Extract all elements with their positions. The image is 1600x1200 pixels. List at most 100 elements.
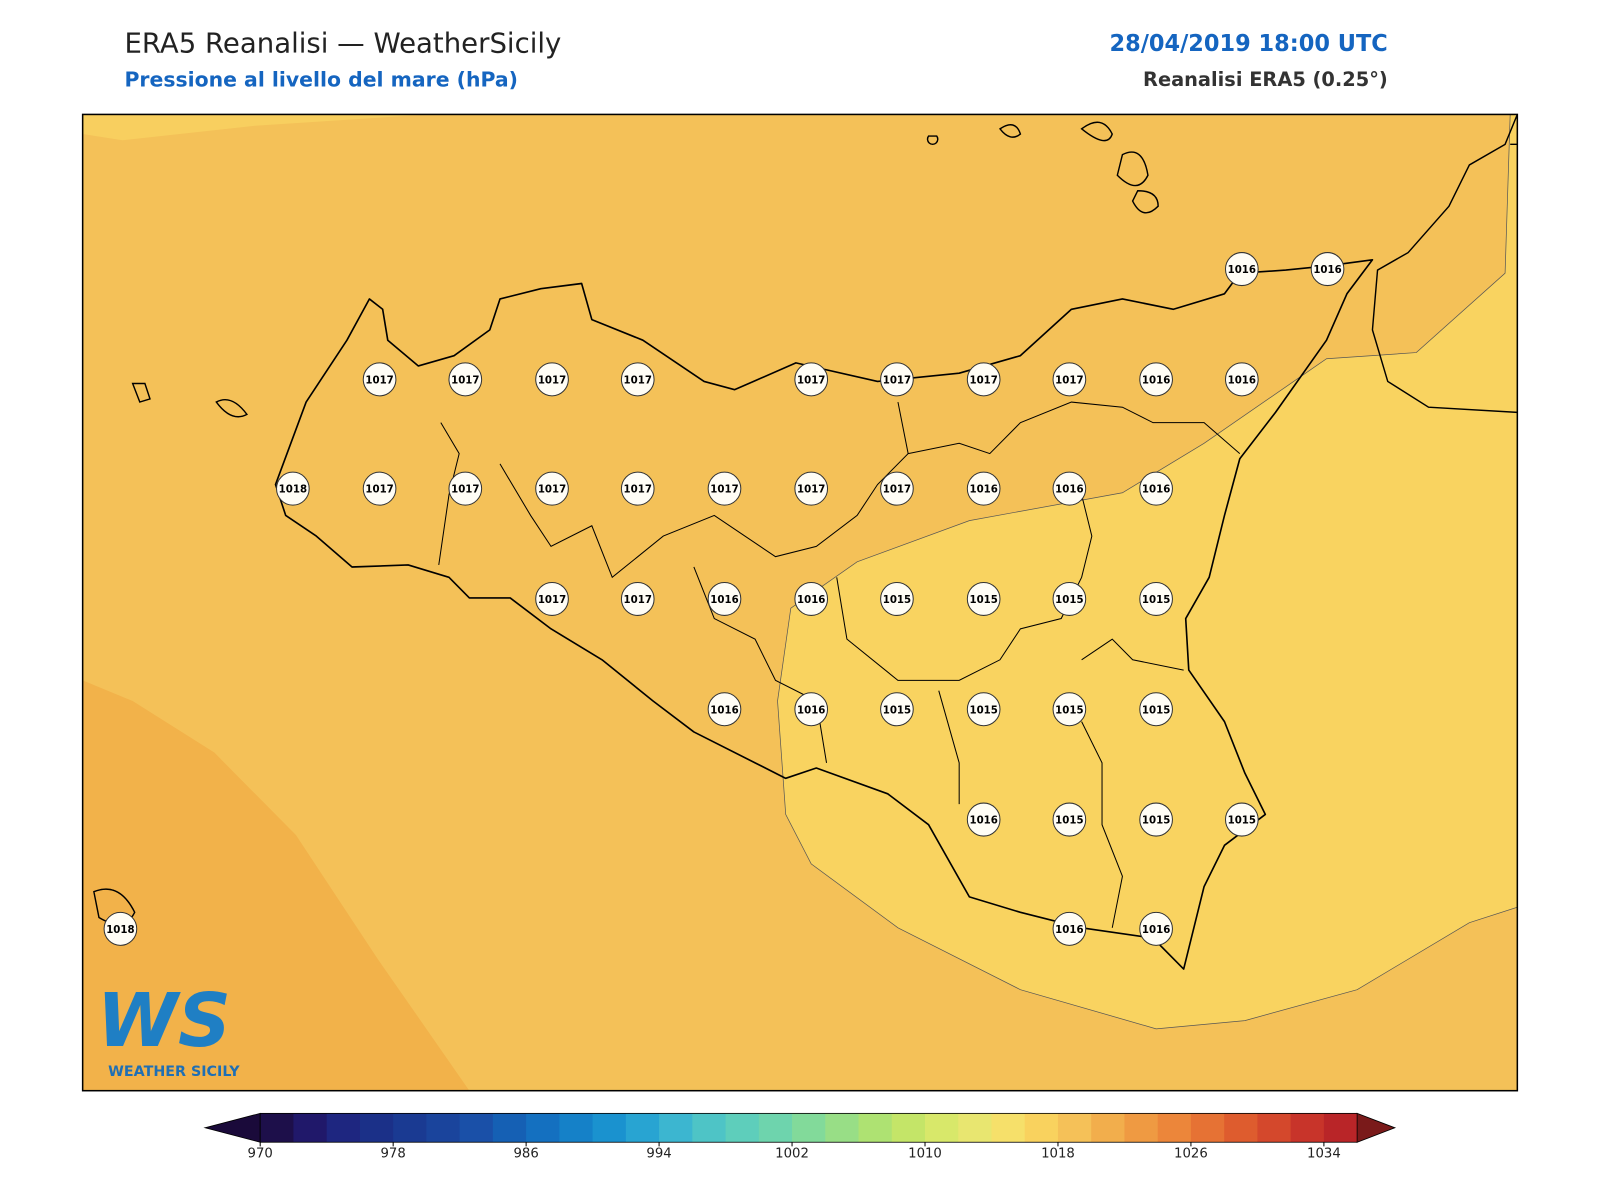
station-marker	[966, 362, 1001, 397]
colorbar-swatch	[1290, 1113, 1325, 1143]
station-marker	[966, 581, 1001, 616]
station-value: 1016	[1055, 484, 1083, 496]
station-marker	[707, 581, 742, 616]
station-marker	[1139, 471, 1173, 506]
station-marker	[535, 362, 569, 397]
logo: WS WEATHER SICILY	[97, 978, 240, 1081]
station-marker	[880, 692, 914, 727]
station-marker	[1052, 911, 1087, 946]
station-marker	[1052, 581, 1087, 616]
station-value: 1017	[538, 484, 566, 496]
title: ERA5 Reanalisi — WeatherSicily	[124, 26, 561, 59]
colorbar-swatch	[659, 1113, 693, 1143]
station-marker	[707, 471, 742, 506]
colorbar-extend	[203, 1112, 261, 1143]
station-value: 1017	[1055, 374, 1083, 386]
station-value: 1015	[883, 704, 911, 716]
station-value: 1016	[710, 594, 738, 606]
colorbar-swatch	[891, 1113, 926, 1143]
station-marker	[1139, 911, 1173, 946]
station-value: 1016	[969, 484, 997, 496]
colorbar-swatch	[559, 1113, 594, 1143]
colorbar: 970 978 986 994 1002 1010 1018 1026 1034	[203, 1112, 1397, 1162]
colorbar-swatch	[758, 1113, 793, 1143]
colorbar-swatch	[958, 1113, 992, 1143]
colorbar-swatch	[592, 1113, 627, 1143]
station-value: 1017	[797, 374, 825, 386]
station-value: 1015	[1228, 815, 1256, 827]
station-marker	[1224, 802, 1259, 837]
colorbar-tick-label: 970	[248, 1147, 273, 1162]
station-value: 1017	[451, 374, 479, 386]
colorbar-swatch	[625, 1113, 660, 1143]
station-value: 1017	[624, 374, 652, 386]
station-marker	[794, 692, 829, 727]
station-value: 1015	[883, 594, 911, 606]
station-marker	[620, 581, 655, 616]
colorbar-frame	[259, 1112, 1358, 1143]
station-value: 1018	[279, 484, 307, 496]
station-value: 1017	[365, 484, 393, 496]
station-marker	[1139, 802, 1173, 837]
station-value: 1015	[1142, 594, 1170, 606]
colorbar-swatch	[326, 1113, 361, 1143]
station-marker	[103, 911, 138, 946]
station-value: 1016	[1142, 374, 1170, 386]
pressure-field	[82, 680, 470, 1091]
colorbar-swatch	[393, 1113, 427, 1143]
station-marker	[362, 362, 397, 397]
station-value: 1016	[1142, 924, 1170, 936]
station-marker	[707, 692, 742, 727]
colorbar-tick-label: 1018	[1041, 1147, 1075, 1162]
station-value: 1016	[1313, 264, 1341, 276]
station-marker	[1052, 362, 1087, 397]
station-value: 1017	[451, 484, 479, 496]
colorbar-swatch	[825, 1113, 860, 1143]
colorbar-swatch	[1224, 1113, 1258, 1143]
station-marker	[794, 471, 829, 506]
province-border	[438, 401, 1241, 928]
colorbar-tick-label: 994	[646, 1147, 671, 1162]
station-marker	[794, 362, 829, 397]
station-value: 1015	[1142, 704, 1170, 716]
station-value: 1015	[969, 594, 997, 606]
station-marker	[966, 471, 1001, 506]
colorbar-swatch	[692, 1113, 727, 1143]
logo-text: WEATHER SICILY	[108, 1064, 240, 1080]
station-marker	[1052, 692, 1087, 727]
station-value: 1016	[1142, 484, 1170, 496]
station-value: 1017	[538, 594, 566, 606]
colorbar-swatch	[725, 1113, 760, 1143]
station-marker	[880, 471, 914, 506]
colorbar-swatch	[991, 1113, 1026, 1143]
colorbar-swatch	[1323, 1113, 1358, 1143]
station-value: 1016	[710, 704, 738, 716]
station-marker	[276, 471, 310, 506]
station-value: 1016	[1228, 264, 1256, 276]
coastline	[93, 114, 1518, 925]
station-marker	[880, 362, 914, 397]
station-marker	[1052, 802, 1087, 837]
coastline	[274, 258, 1374, 970]
colorbar-swatch	[1057, 1113, 1092, 1143]
station-value: 1016	[797, 594, 825, 606]
station-marker	[620, 471, 655, 506]
station-value: 1017	[969, 374, 997, 386]
station-marker	[1139, 692, 1173, 727]
station-value: 1017	[365, 374, 393, 386]
station-value: 1017	[797, 484, 825, 496]
colorbar-swatch	[293, 1113, 328, 1143]
station-value: 1017	[883, 484, 911, 496]
station-marker	[535, 471, 569, 506]
colorbar-swatch	[426, 1113, 461, 1143]
station-marker	[362, 471, 397, 506]
station-marker	[1139, 581, 1173, 616]
station-value: 1015	[1142, 815, 1170, 827]
station-value: 1015	[969, 704, 997, 716]
colorbar-swatch	[526, 1113, 560, 1143]
station-value: 1016	[969, 815, 997, 827]
station-value: 1017	[710, 484, 738, 496]
colorbar-tick-label: 978	[381, 1147, 406, 1162]
colorbar-swatch	[1124, 1113, 1159, 1143]
